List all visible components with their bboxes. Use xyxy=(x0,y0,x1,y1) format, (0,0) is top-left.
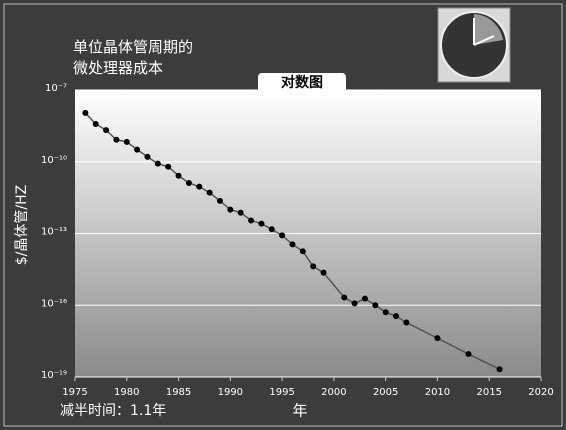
x-tick-label: 1985 xyxy=(166,387,191,398)
data-point xyxy=(465,351,472,358)
data-point xyxy=(434,335,441,342)
data-point xyxy=(372,302,379,309)
x-axis-label: 年 xyxy=(292,402,307,420)
x-tick-label: 2010 xyxy=(425,387,450,398)
data-point xyxy=(216,197,223,204)
data-point xyxy=(320,269,327,276)
data-point xyxy=(341,294,348,301)
data-point xyxy=(82,109,89,116)
data-point xyxy=(361,295,368,302)
data-point xyxy=(227,206,234,213)
frame xyxy=(3,3,563,427)
x-tick-label: 2015 xyxy=(476,387,501,398)
data-point xyxy=(289,241,296,248)
x-tick-label: 1995 xyxy=(269,387,294,398)
data-point xyxy=(279,232,286,239)
data-point xyxy=(113,136,120,143)
x-tick-label: 1990 xyxy=(218,387,243,398)
x-tick-label: 2020 xyxy=(528,387,553,398)
logo xyxy=(437,7,511,83)
data-point xyxy=(185,179,192,186)
annotation: 对数图 xyxy=(281,74,323,91)
data-point xyxy=(237,209,244,216)
data-point xyxy=(382,309,389,316)
data-point xyxy=(175,172,182,179)
data-point xyxy=(92,120,99,127)
data-point xyxy=(196,183,203,190)
x-tick-label: 1975 xyxy=(62,387,87,398)
x-tick-label: 2000 xyxy=(321,387,346,398)
data-point xyxy=(403,319,410,326)
data-line xyxy=(84,112,500,370)
data-point xyxy=(268,226,275,233)
y-tick-label: 10⁻¹⁹ xyxy=(41,370,67,381)
data-point xyxy=(144,153,151,160)
x-tick-label: 1980 xyxy=(114,387,139,398)
chart-title: 单位晶体管周期的微处理器成本 xyxy=(73,38,194,77)
y-tick-label: 10⁻⁷ xyxy=(45,83,67,94)
data-point xyxy=(496,366,503,373)
data-point xyxy=(299,248,306,255)
data-point xyxy=(154,160,161,167)
y-axis-label: $/晶体管/HZ xyxy=(14,185,30,265)
data-point xyxy=(165,163,172,170)
data-point xyxy=(103,127,110,134)
footnote: 减半时间：1.1年 xyxy=(60,403,166,419)
data-point xyxy=(310,263,317,270)
data-point xyxy=(206,189,213,196)
data-point xyxy=(134,146,141,153)
data-point xyxy=(258,220,265,227)
data-point xyxy=(351,300,358,307)
data-point xyxy=(123,138,130,145)
x-tick-label: 2005 xyxy=(373,387,398,398)
y-tick-label: 10⁻¹³ xyxy=(41,227,67,238)
data-point xyxy=(393,313,400,320)
annotation-box xyxy=(258,73,346,93)
y-tick-label: 10⁻¹⁶ xyxy=(41,298,67,309)
data-point xyxy=(248,217,255,224)
y-tick-label: 10⁻¹⁰ xyxy=(41,155,67,166)
